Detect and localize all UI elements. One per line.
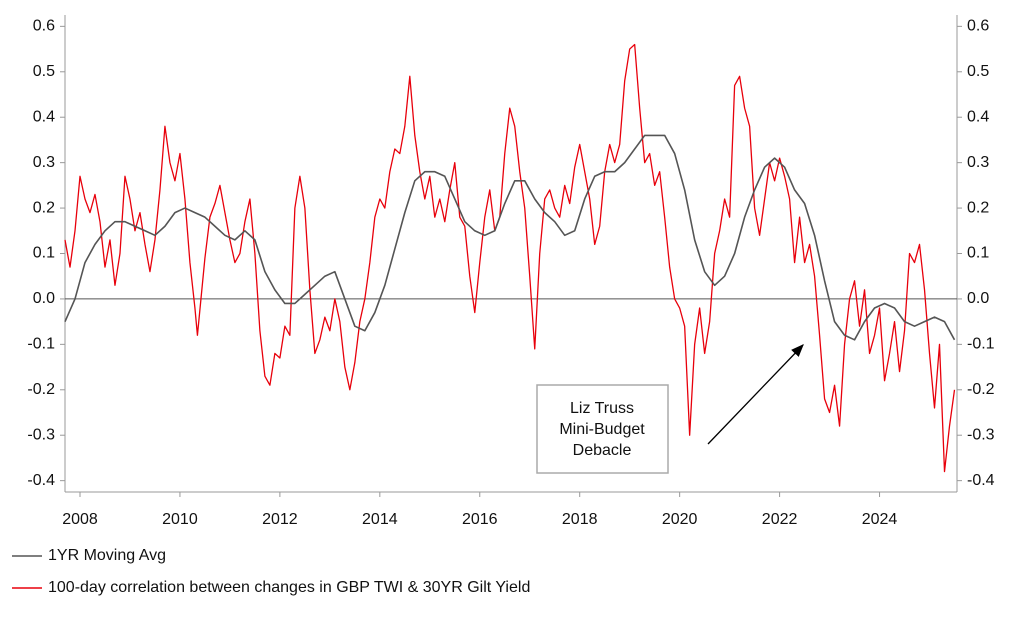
y2-tick-label: -0.4: [967, 472, 995, 489]
y2-tick-label: -0.3: [967, 426, 995, 443]
x-tick-label: 2016: [462, 511, 498, 528]
annotation-text: Liz Truss: [570, 400, 634, 417]
y-tick-label: -0.3: [27, 426, 55, 443]
y2-tick-label: -0.1: [967, 336, 995, 353]
y2-tick-label: 0.0: [967, 290, 989, 307]
y-tick-label: 0.1: [33, 245, 55, 262]
y-tick-label: 0.6: [33, 18, 55, 35]
y2-tick-label: 0.5: [967, 63, 989, 80]
x-tick-label: 2012: [262, 511, 298, 528]
y-tick-label: 0.5: [33, 63, 55, 80]
series-line: [64, 134, 956, 341]
y-tick-label: 0.3: [33, 154, 55, 171]
x-tick-label: 2014: [362, 511, 398, 528]
y2-tick-label: -0.2: [967, 381, 995, 398]
x-tick-label: 2010: [162, 511, 198, 528]
x-tick-label: 2008: [62, 511, 98, 528]
y-tick-label: 0.0: [33, 290, 55, 307]
y-tick-label: -0.4: [27, 472, 55, 489]
y-tick-label: 0.2: [33, 199, 55, 216]
series-line: [64, 43, 956, 473]
y2-tick-label: 0.2: [967, 199, 989, 216]
y2-tick-label: 0.1: [967, 245, 989, 262]
legend-label: 100-day correlation between changes in G…: [48, 579, 530, 596]
annotation-box: [536, 384, 669, 474]
x-tick-label: 2022: [762, 511, 798, 528]
y-tick-label: -0.2: [27, 381, 55, 398]
annotation-text: Mini-Budget: [559, 421, 645, 438]
y2-tick-label: 0.6: [967, 18, 989, 35]
x-tick-label: 2024: [862, 511, 898, 528]
annotation-arrow: [707, 344, 804, 445]
annotation-text: Debacle: [573, 442, 632, 459]
legend-label: 1YR Moving Avg: [48, 547, 166, 564]
y2-tick-label: 0.3: [967, 154, 989, 171]
y-tick-label: 0.4: [33, 108, 55, 125]
y-tick-label: -0.1: [27, 336, 55, 353]
x-tick-label: 2018: [562, 511, 598, 528]
x-tick-label: 2020: [662, 511, 698, 528]
y2-tick-label: 0.4: [967, 108, 989, 125]
